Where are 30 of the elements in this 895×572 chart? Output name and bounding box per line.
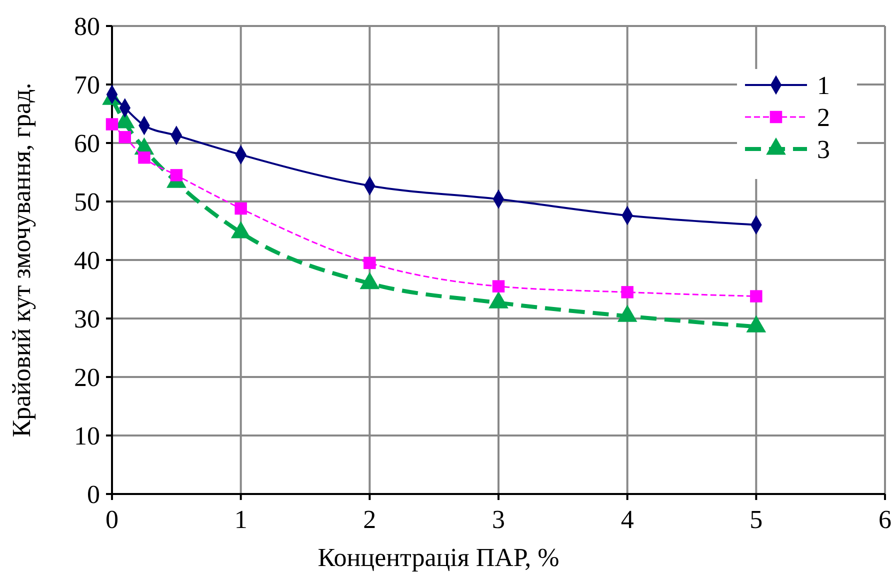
point (234, 202, 247, 215)
y-tick-label: 20 (74, 363, 100, 392)
x-axis-title: Концентрація ПАР, % (318, 543, 560, 572)
point (492, 280, 505, 292)
x-tick-label: 3 (492, 505, 505, 534)
y-tick-label: 70 (74, 70, 100, 100)
point (106, 118, 118, 130)
y-tick-label: 0 (87, 480, 100, 510)
y-tick-label: 60 (74, 129, 100, 158)
point (364, 256, 376, 270)
x-tick-label: 0 (106, 505, 118, 534)
legend-label: 3 (817, 135, 830, 164)
y-tick-label: 80 (74, 12, 100, 42)
y-tick-label: 10 (74, 422, 100, 451)
point (138, 152, 150, 164)
x-tick-label: 1 (234, 505, 248, 534)
x-tick-label: 5 (750, 505, 763, 534)
point (621, 286, 634, 298)
y-tick-label: 40 (74, 246, 100, 276)
x-tick-label: 6 (878, 505, 892, 534)
y-tick-label: 30 (74, 304, 100, 334)
y-tick-label: 50 (74, 188, 100, 217)
x-tick-label: 2 (363, 505, 376, 534)
y-axis-title: Крайовий кут змочування, град. (7, 82, 36, 438)
legend-label: 2 (817, 103, 830, 132)
point (170, 169, 183, 182)
x-tick-label: 4 (620, 505, 634, 534)
legend-label: 1 (817, 71, 830, 100)
point (118, 131, 132, 144)
point (750, 290, 762, 302)
